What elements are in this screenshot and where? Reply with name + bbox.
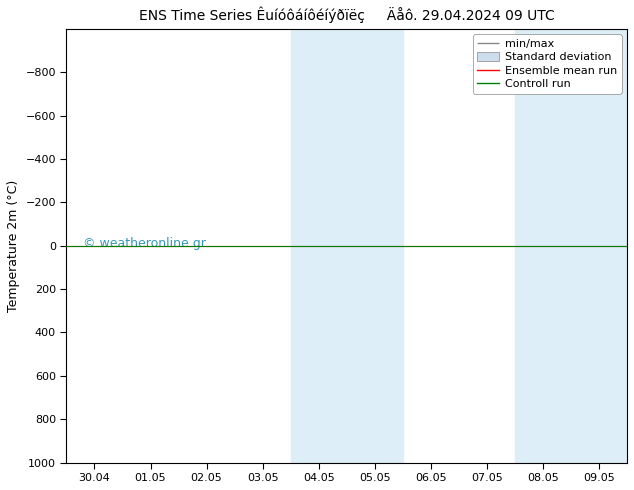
- Legend: min/max, Standard deviation, Ensemble mean run, Controll run: min/max, Standard deviation, Ensemble me…: [472, 34, 621, 94]
- Text: © weatheronline.gr: © weatheronline.gr: [83, 237, 206, 250]
- Bar: [347, 29, 403, 463]
- Y-axis label: Temperature 2m (°C): Temperature 2m (°C): [7, 179, 20, 312]
- Bar: [515, 29, 571, 463]
- Bar: [571, 29, 627, 463]
- Title: ENS Time Series Êuíóôáíôéíýðïëç     Äåô. 29.04.2024 09 UTC: ENS Time Series Êuíóôáíôéíýðïëç Äåô. 29.…: [139, 7, 555, 24]
- Bar: [290, 29, 347, 463]
